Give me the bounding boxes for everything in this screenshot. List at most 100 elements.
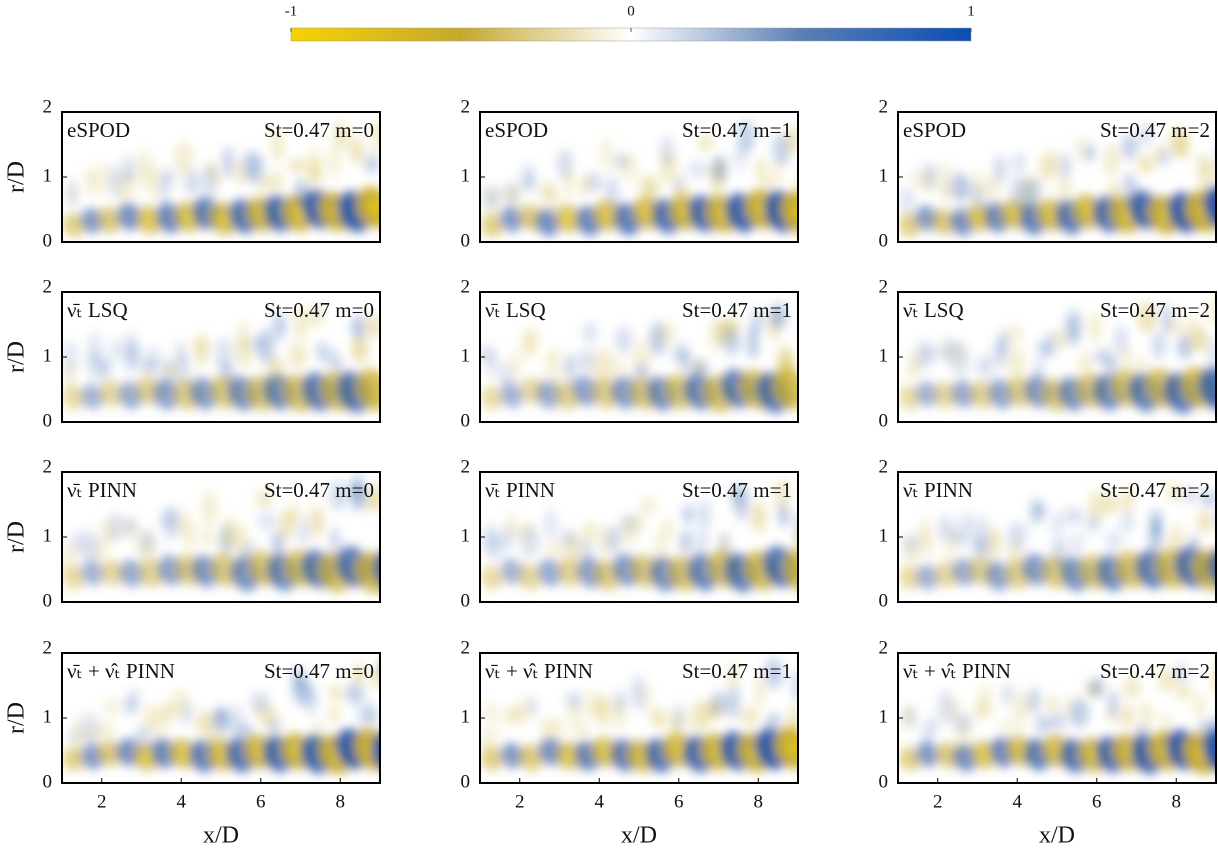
- field-blob: [1030, 497, 1041, 526]
- contour-field: [62, 474, 380, 594]
- field-blob: [679, 529, 692, 555]
- y-tick-label: 2: [461, 96, 471, 117]
- field-blob: [214, 337, 234, 372]
- x-tick-label: 4: [177, 791, 187, 812]
- panel-caption: St=0.47 m=0: [264, 118, 374, 142]
- field-blob: [1014, 745, 1027, 756]
- panel-label: eSPOD: [485, 118, 548, 142]
- field-blob: [221, 518, 240, 551]
- colorbar-tick-label: 1: [967, 3, 975, 19]
- field-blob: [582, 521, 598, 542]
- field-blob: [747, 325, 759, 360]
- field-blob: [903, 534, 920, 568]
- field-blob: [288, 157, 306, 174]
- field-blob: [563, 355, 575, 376]
- field-blob: [484, 532, 505, 561]
- y-tick-label: 1: [879, 345, 889, 366]
- field-blob: [951, 527, 972, 547]
- field-blob: [80, 207, 104, 234]
- field-blob: [1173, 664, 1190, 682]
- field-blob: [1081, 206, 1094, 217]
- field-blob: [98, 379, 124, 407]
- x-axis-label: x/D: [621, 823, 657, 849]
- field-blob: [760, 176, 774, 194]
- field-blob: [726, 684, 741, 721]
- field-blob: [67, 182, 81, 204]
- panel: ν̄ₜ + ν̂ₜ PINN St=0.47 m=2 0 1 2 2 4 6 8 x/D: [879, 637, 1217, 849]
- field-blob: [98, 358, 113, 381]
- field-blob: [367, 202, 380, 213]
- field-blob: [480, 346, 497, 363]
- field-blob: [265, 716, 283, 735]
- y-tick-label: 0: [43, 771, 53, 792]
- field-blob: [329, 705, 340, 724]
- panel-label: ν̄ₜ PINN: [903, 478, 973, 502]
- panel: ν̄ₜ PINN St=0.47 m=2 0 1 2: [879, 456, 1217, 611]
- field-blob: [194, 709, 208, 735]
- field-blob: [579, 537, 595, 565]
- field-blob: [793, 528, 798, 560]
- field-blob: [564, 533, 583, 562]
- field-blob: [272, 312, 287, 340]
- field-blob: [1203, 186, 1216, 230]
- y-tick-label: 0: [43, 410, 53, 431]
- field-blob: [715, 208, 728, 219]
- field-blob: [619, 515, 638, 547]
- panel-caption: St=0.47 m=0: [264, 659, 374, 683]
- contour-field: [62, 119, 380, 238]
- field-blob: [119, 559, 145, 588]
- field-blob: [85, 173, 99, 196]
- field-blob: [191, 334, 212, 359]
- field-blob: [727, 660, 739, 691]
- field-blob: [1194, 693, 1205, 720]
- field-blob: [1158, 209, 1171, 220]
- field-blob: [711, 155, 728, 183]
- field-blob: [1121, 344, 1132, 370]
- field-blob: [1049, 711, 1067, 732]
- field-blob: [226, 705, 244, 737]
- field-blob: [221, 146, 235, 178]
- y-tick-label: 1: [879, 165, 889, 186]
- field-blob: [961, 513, 974, 532]
- field-blob: [544, 508, 557, 542]
- field-blob: [1046, 693, 1057, 715]
- field-blob: [1141, 701, 1153, 730]
- field-blob: [999, 720, 1011, 738]
- field-blob: [96, 160, 111, 195]
- field-blob: [1006, 346, 1025, 378]
- y-axis-label: r/D: [4, 521, 30, 553]
- field-blob: [659, 150, 678, 186]
- field-blob: [499, 360, 513, 390]
- field-blob: [146, 164, 161, 199]
- panel-label: ν̄ₜ LSQ: [67, 298, 128, 322]
- field-blob: [544, 353, 561, 388]
- y-tick-label: 0: [461, 230, 471, 251]
- field-blob: [1118, 704, 1136, 728]
- field-blob: [67, 727, 81, 745]
- field-blob: [177, 510, 192, 538]
- field-blob: [631, 675, 646, 711]
- field-blob: [125, 518, 139, 535]
- field-blob: [344, 128, 357, 160]
- field-blob: [1005, 541, 1025, 562]
- field-blob: [297, 516, 310, 547]
- field-blob: [640, 496, 656, 515]
- field-blob: [350, 335, 369, 364]
- field-blob: [1210, 294, 1216, 326]
- y-axis-label: r/D: [4, 161, 30, 193]
- contour-field: [898, 294, 1216, 414]
- field-blob: [480, 723, 499, 753]
- field-blob: [292, 306, 308, 340]
- field-blob: [150, 707, 170, 740]
- panel-caption: St=0.47 m=1: [682, 118, 792, 142]
- field-blob: [1134, 724, 1149, 745]
- field-blob: [212, 170, 223, 188]
- field-blob: [546, 540, 563, 558]
- field-blob: [175, 340, 186, 368]
- field-blob: [755, 673, 766, 708]
- panel-label: ν̄ₜ + ν̂ₜ PINN: [485, 659, 593, 683]
- field-blob: [682, 504, 694, 525]
- y-tick-label: 1: [879, 706, 889, 727]
- field-blob: [215, 749, 228, 760]
